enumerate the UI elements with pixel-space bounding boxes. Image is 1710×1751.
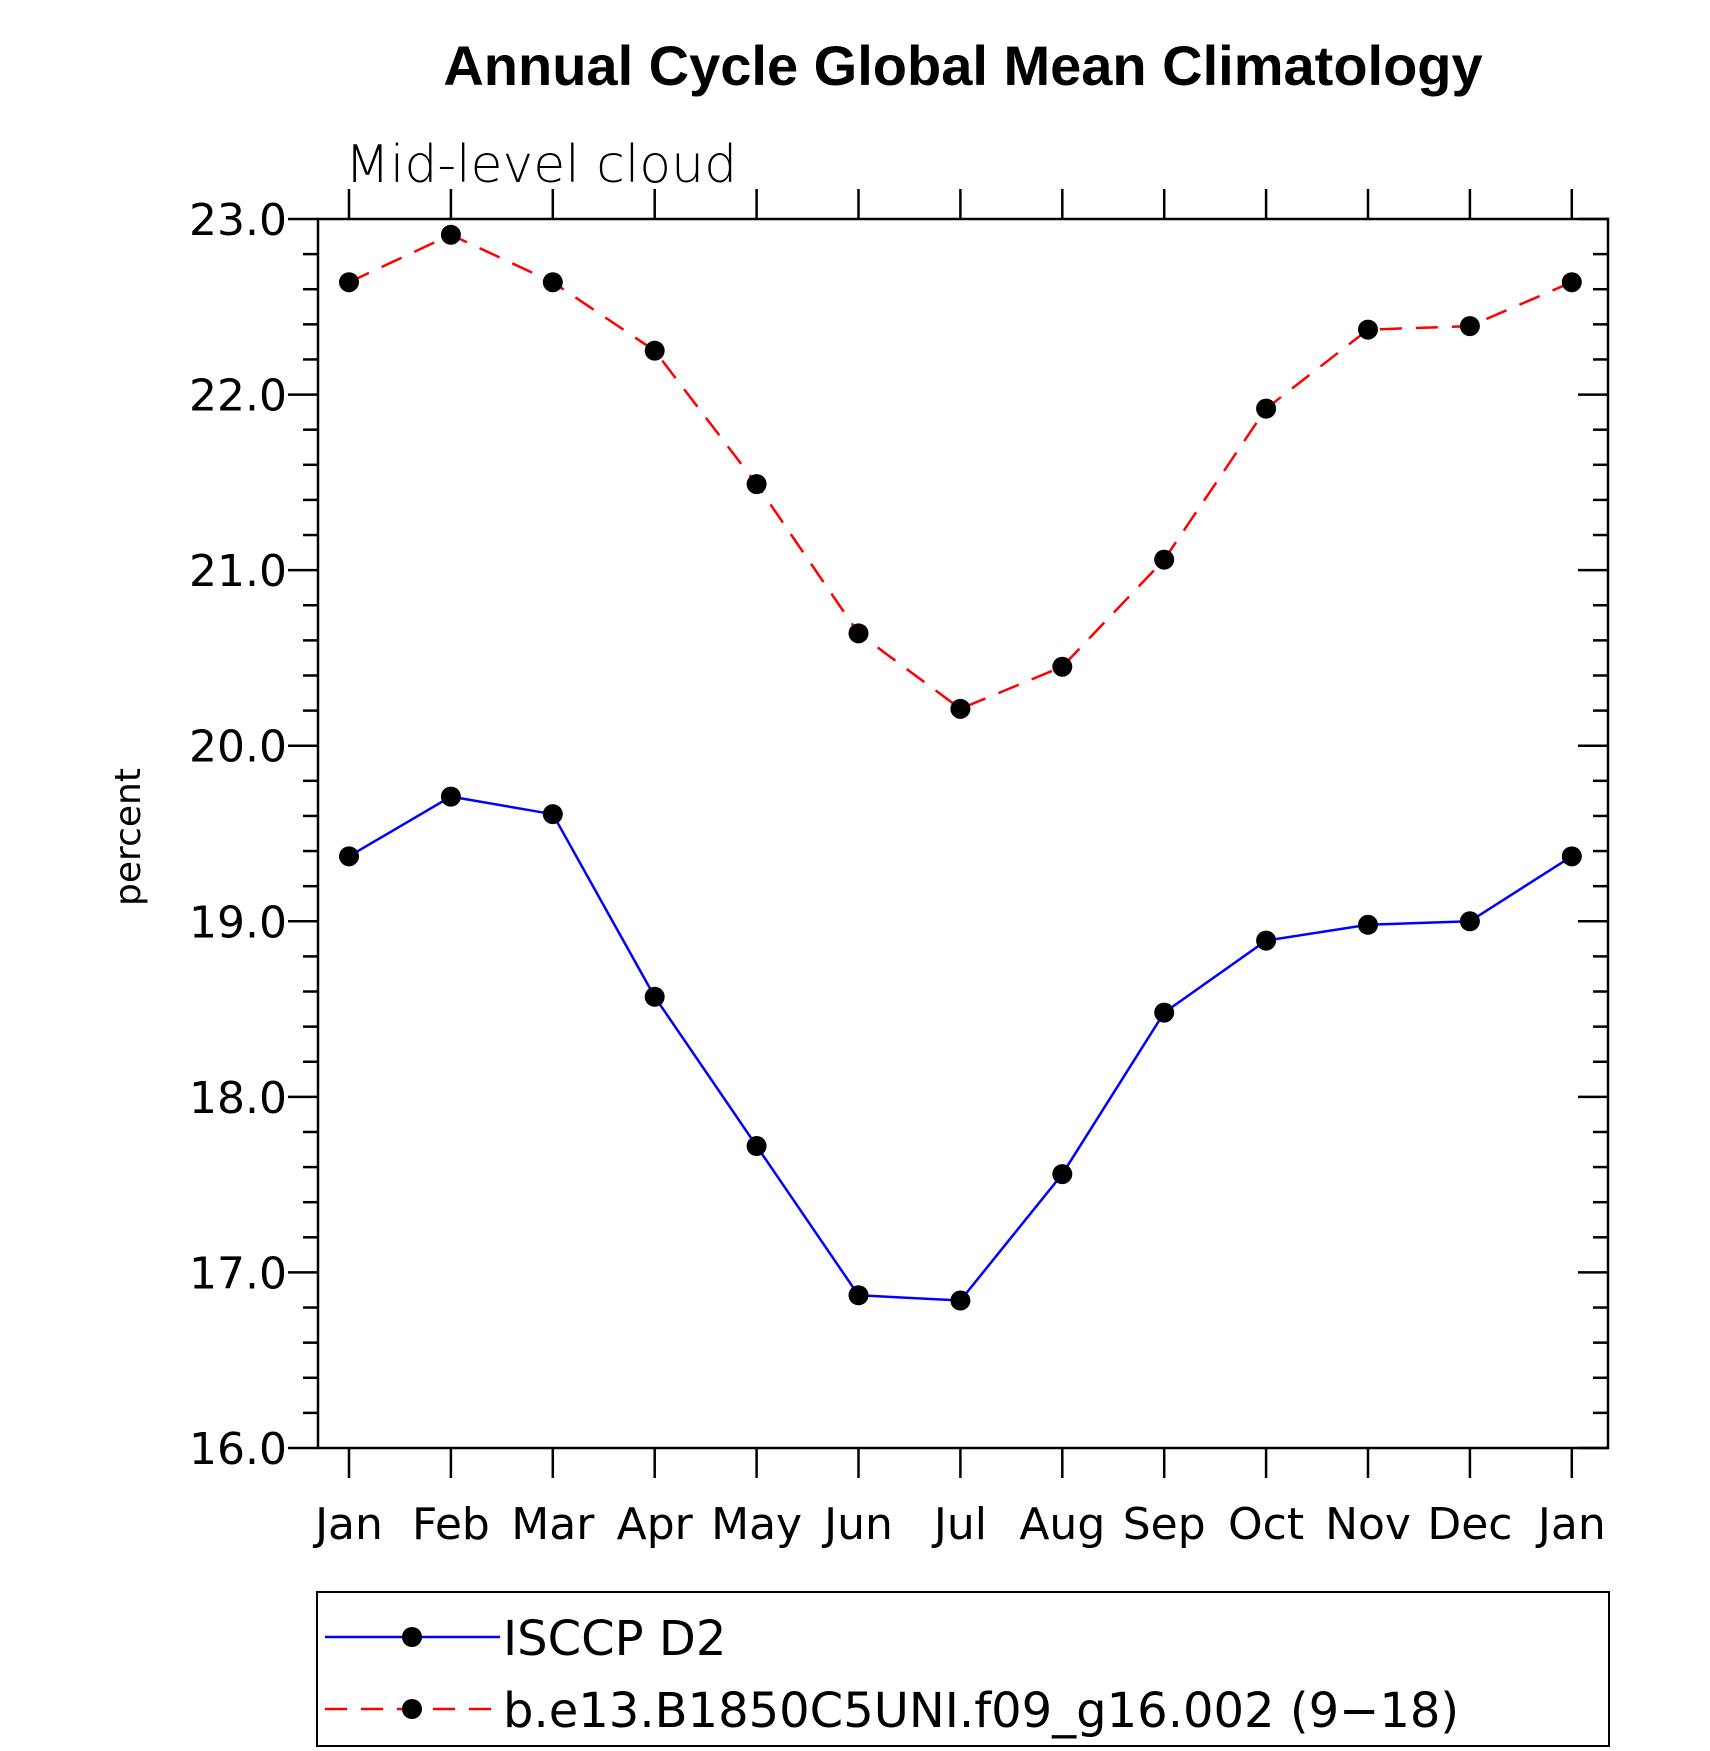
chart-subtitle: Mid-level cloud bbox=[345, 135, 737, 195]
data-point bbox=[746, 1136, 767, 1157]
y-tick-label: 19.0 bbox=[189, 897, 287, 948]
data-point bbox=[1154, 1002, 1175, 1023]
data-point bbox=[746, 474, 767, 495]
y-tick-label: 21.0 bbox=[189, 546, 287, 597]
legend-marker-model bbox=[402, 1699, 422, 1719]
data-point bbox=[339, 846, 359, 867]
data-point bbox=[1459, 316, 1480, 337]
data-point bbox=[542, 804, 563, 825]
legend-box bbox=[316, 1591, 1610, 1747]
y-tick-label: 20.0 bbox=[189, 722, 287, 773]
x-tick-labels: Jan Feb Mar Apr May Jun Jul Aug Sep Oct Nov Dec Jan bbox=[312, 1499, 1606, 1550]
x-tick-label: Oct bbox=[1228, 1499, 1304, 1550]
x-tick-label: Apr bbox=[617, 1499, 694, 1550]
x-tick-label: Jul bbox=[931, 1499, 987, 1550]
data-point bbox=[1561, 272, 1582, 293]
y-tick-label: 17.0 bbox=[189, 1248, 287, 1299]
series-lines bbox=[348, 233, 1573, 1302]
data-point bbox=[1052, 1164, 1073, 1185]
legend-label-isccp: ISCCP D2 bbox=[503, 1611, 726, 1667]
data-point bbox=[1358, 914, 1378, 935]
data-point bbox=[1256, 930, 1277, 951]
data-point bbox=[440, 786, 461, 807]
x-tick-label: May bbox=[711, 1499, 802, 1550]
legend-marker-isccp bbox=[402, 1627, 422, 1647]
y-tick-label: 18.0 bbox=[189, 1073, 287, 1124]
x-tick-label: Sep bbox=[1123, 1499, 1206, 1550]
data-point bbox=[1358, 319, 1378, 340]
x-tick-label: Mar bbox=[511, 1499, 595, 1550]
data-point bbox=[339, 272, 359, 293]
x-tick-label: Dec bbox=[1427, 1499, 1512, 1550]
data-point bbox=[848, 1285, 869, 1306]
legend: ISCCP D2 b.e13.B1850C5UNI.f09_g16.002 (9… bbox=[316, 1591, 1610, 1747]
plot-frame bbox=[316, 217, 1610, 1450]
legend-label-model: b.e13.B1850C5UNI.f09_g16.002 (9−18) bbox=[503, 1683, 1459, 1739]
chart-title: Annual Cycle Global Mean Climatology bbox=[443, 34, 1482, 97]
data-point bbox=[542, 272, 563, 293]
data-point bbox=[950, 698, 971, 719]
series-line-0 bbox=[348, 795, 1573, 1302]
data-point bbox=[1459, 911, 1480, 932]
y-tick-label: 16.0 bbox=[189, 1424, 287, 1475]
y-tick-labels: 16.0 17.0 18.0 19.0 20.0 21.0 22.0 23.0 bbox=[189, 195, 287, 1475]
axis-ticks bbox=[288, 189, 1608, 1478]
x-tick-label: Aug bbox=[1019, 1499, 1105, 1550]
data-point bbox=[1256, 398, 1277, 419]
data-point bbox=[1154, 549, 1175, 570]
data-point bbox=[1052, 656, 1073, 677]
series-markers bbox=[339, 224, 1582, 1311]
data-point bbox=[440, 224, 461, 245]
x-tick-label: Jan bbox=[312, 1499, 383, 1550]
series-line-1 bbox=[348, 233, 1573, 711]
x-tick-label: Nov bbox=[1325, 1499, 1411, 1550]
y-axis-label: percent bbox=[108, 768, 149, 906]
data-point bbox=[644, 986, 665, 1007]
data-point bbox=[950, 1290, 971, 1311]
y-tick-label: 23.0 bbox=[189, 195, 287, 246]
x-tick-label: Jan bbox=[1535, 1499, 1606, 1550]
data-point bbox=[1561, 846, 1582, 867]
data-point bbox=[848, 623, 869, 644]
y-tick-label: 22.0 bbox=[189, 371, 287, 422]
x-tick-label: Feb bbox=[412, 1499, 490, 1550]
data-point bbox=[644, 340, 665, 361]
x-tick-label: Jun bbox=[821, 1499, 893, 1550]
